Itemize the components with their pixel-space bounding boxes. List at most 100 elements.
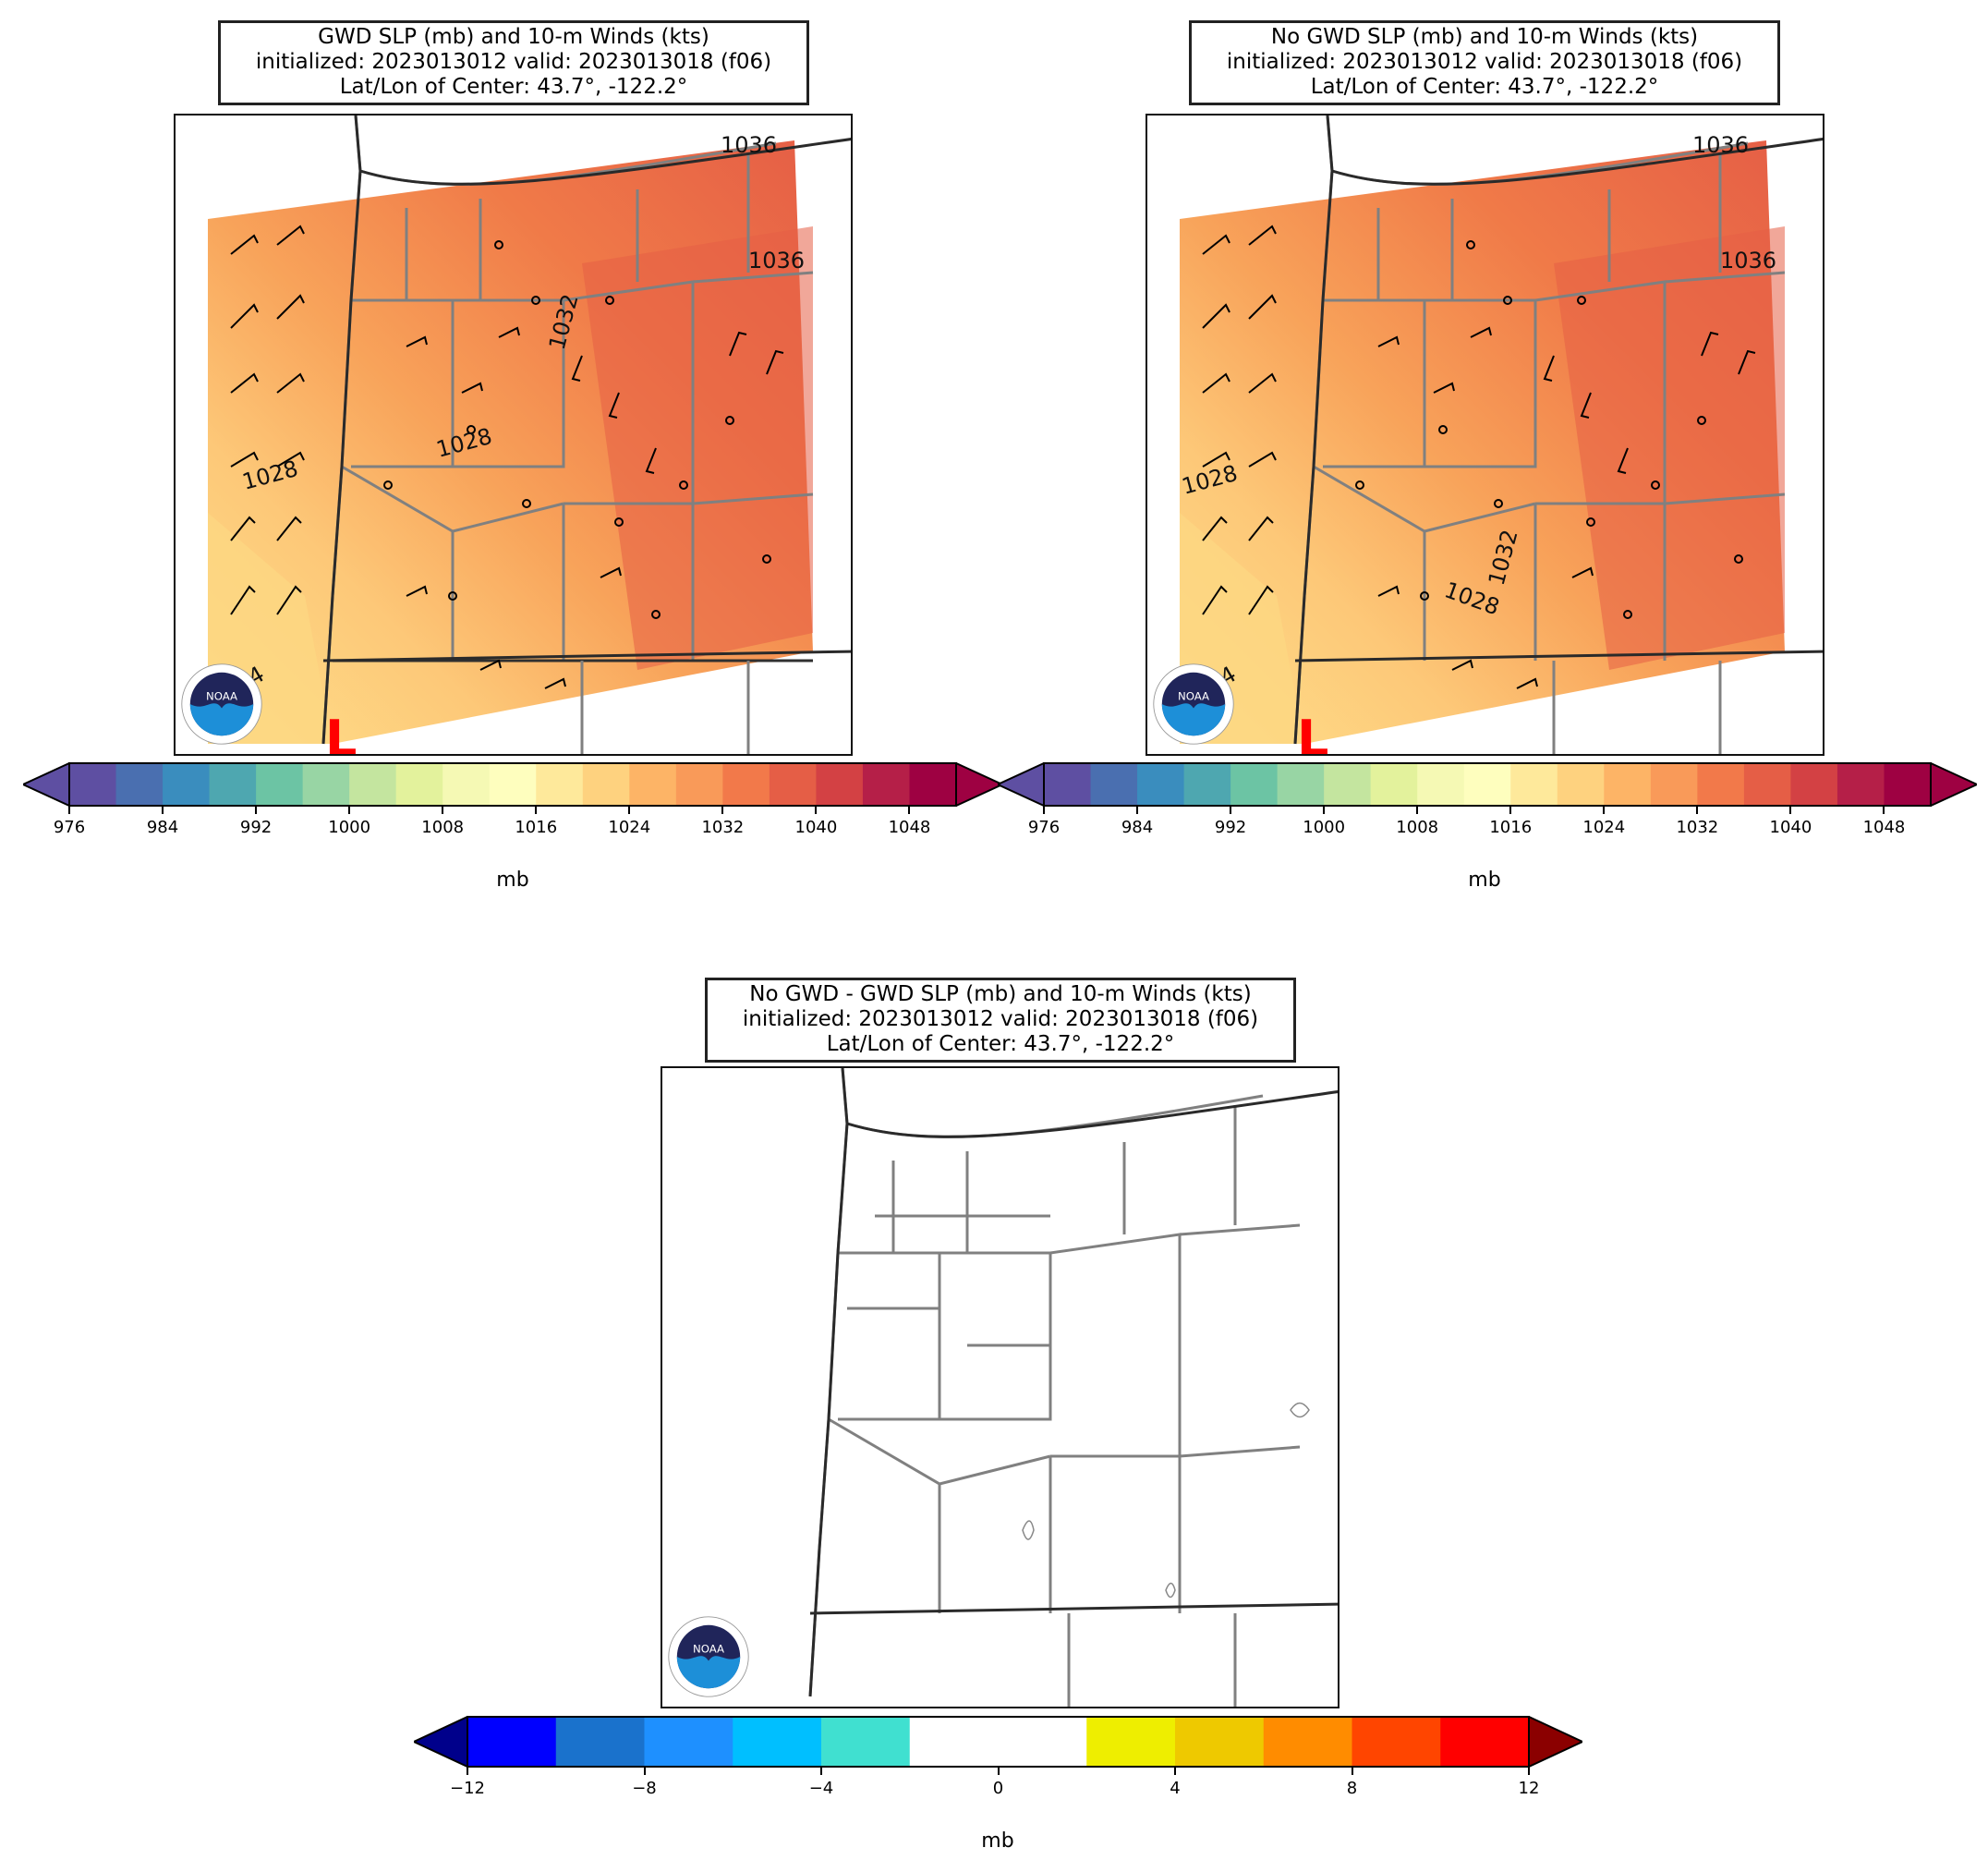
- colorbar-extend-low: [20, 761, 70, 808]
- colorbar-tick: [442, 807, 444, 814]
- colorbar-tick: [628, 807, 631, 814]
- gwd-map-svg: 1036 1036 1032 1028 1028 1024: [207, 115, 851, 754]
- colorbar-extend-high: [1528, 1715, 1585, 1769]
- colorbar-segment: [998, 1717, 1087, 1767]
- diff-map-svg: [808, 1068, 1338, 1707]
- diff-colorbar-unit: mb: [981, 1829, 1014, 1853]
- colorbar-tick: [1528, 1768, 1530, 1775]
- colorbar-segment: [1440, 1717, 1530, 1767]
- colorbar-tick: [1323, 807, 1326, 814]
- colorbar-segment: [1277, 763, 1325, 806]
- colorbar-tick-label: 1040: [1769, 818, 1812, 837]
- colorbar-segment: [1183, 763, 1231, 806]
- nogwd-map: 1036 1036 1028 1032 1028 1024 L NOAA: [1146, 114, 1824, 756]
- colorbar-segment: [769, 763, 817, 806]
- nogwd-noaa-logo: NOAA: [1152, 662, 1235, 746]
- colorbar-tick: [348, 807, 351, 814]
- colorbar-tick-label: 976: [53, 818, 86, 837]
- colorbar-tick: [1416, 807, 1419, 814]
- colorbar-segment: [163, 763, 211, 806]
- gwd-calm-circles: [383, 240, 771, 619]
- colorbar-tick: [1043, 807, 1045, 814]
- colorbar-tick-label: 984: [146, 818, 179, 837]
- colorbar-tick: [255, 807, 258, 814]
- colorbar-segment: [209, 763, 257, 806]
- colorbar-segment: [1743, 763, 1791, 806]
- colorbar-extend-low: [411, 1715, 468, 1769]
- gwd-title: GWD SLP (mb) and 10-m Winds (kts) initia…: [218, 20, 809, 105]
- colorbar-segment: [722, 763, 770, 806]
- colorbar-tick: [1509, 807, 1512, 814]
- colorbar-segment: [1463, 763, 1511, 806]
- colorbar-segment: [1175, 1717, 1265, 1767]
- colorbar-tick-label: 1024: [608, 818, 651, 837]
- colorbar-tick-label: 1016: [1489, 818, 1533, 837]
- colorbar-segment: [1230, 763, 1279, 806]
- colorbar-tick-label: 1008: [421, 818, 465, 837]
- colorbar-segment: [816, 763, 864, 806]
- colorbar-segment: [395, 763, 443, 806]
- colorbar-tick-label: 992: [239, 818, 273, 837]
- gwd-wind-barbs: [230, 225, 784, 689]
- colorbar-segment: [1044, 763, 1092, 806]
- colorbar-tick: [162, 807, 164, 814]
- colorbar-tick: [1174, 1768, 1176, 1775]
- colorbar-tick: [1883, 807, 1885, 814]
- svg-text:NOAA: NOAA: [693, 1643, 724, 1656]
- colorbar-segment: [536, 763, 584, 806]
- gwd-contour-label: 1036: [748, 248, 805, 274]
- colorbar-tick: [1696, 807, 1699, 814]
- gwd-noaa-logo: NOAA: [180, 662, 263, 746]
- colorbar-tick-label: 8: [1346, 1779, 1358, 1798]
- colorbar-tick: [1603, 807, 1606, 814]
- nogwd-wind-barbs: [1202, 225, 1756, 689]
- colorbar-segment: [555, 1717, 645, 1767]
- colorbar-tick: [68, 807, 70, 814]
- diff-title-line2: initialized: 2023013012 valid: 202301301…: [742, 1007, 1259, 1031]
- colorbar-extend-high: [1930, 761, 1980, 808]
- colorbar-tick-label: 4: [1170, 1779, 1181, 1798]
- colorbar-segment: [1137, 763, 1185, 806]
- colorbar-segment: [467, 1717, 557, 1767]
- colorbar-extend-low: [995, 761, 1045, 808]
- colorbar-tick: [1230, 807, 1232, 814]
- nogwd-title-line1: No GWD SLP (mb) and 10-m Winds (kts): [1270, 25, 1699, 49]
- gwd-map: 1036 1036 1032 1028 1028 1024 L NOAA: [174, 114, 853, 756]
- colorbar-tick-label: 1000: [328, 818, 371, 837]
- colorbar-tick: [1351, 1768, 1353, 1775]
- colorbar-tick-label: 1016: [515, 818, 558, 837]
- nogwd-contour-label: 1036: [1692, 132, 1749, 158]
- colorbar-tick-label: 1024: [1582, 818, 1626, 837]
- colorbar-tick-label: −12: [450, 1779, 485, 1798]
- nogwd-title-line2: initialized: 2023013012 valid: 202301301…: [1226, 50, 1743, 74]
- svg-text:NOAA: NOAA: [1178, 690, 1209, 703]
- colorbar-segment: [1650, 763, 1698, 806]
- colorbar-segment: [644, 1717, 733, 1767]
- gwd-title-line2: initialized: 2023013012 valid: 202301301…: [255, 50, 772, 74]
- colorbar-segment: [582, 763, 630, 806]
- diff-title: No GWD - GWD SLP (mb) and 10-m Winds (kt…: [705, 978, 1296, 1063]
- colorbar-segment: [1417, 763, 1465, 806]
- colorbar-tick: [721, 807, 724, 814]
- svg-text:NOAA: NOAA: [206, 690, 237, 703]
- colorbar-segment: [821, 1717, 911, 1767]
- colorbar-segment: [489, 763, 537, 806]
- colorbar-segment: [302, 763, 350, 806]
- colorbar-tick: [467, 1768, 468, 1775]
- colorbar-tick: [1789, 807, 1792, 814]
- gwd-colorbar-unit: mb: [496, 869, 529, 892]
- colorbar-segment: [675, 763, 723, 806]
- colorbar-segment: [629, 763, 677, 806]
- colorbar-segment: [1790, 763, 1838, 806]
- gwd-title-line3: Lat/Lon of Center: 43.7°, -122.2°: [339, 75, 688, 99]
- colorbar-tick-label: 0: [992, 1779, 1004, 1798]
- colorbar-tick-label: 1000: [1303, 818, 1346, 837]
- colorbar-tick-label: 1040: [794, 818, 838, 837]
- colorbar-segment: [1090, 763, 1138, 806]
- nogwd-title-line3: Lat/Lon of Center: 43.7°, -122.2°: [1310, 75, 1659, 99]
- diff-noaa-logo: NOAA: [667, 1615, 750, 1698]
- nogwd-contour-label: 1036: [1720, 248, 1776, 274]
- colorbar-segment: [909, 1717, 999, 1767]
- nogwd-map-svg: 1036 1036 1028 1032 1028 1024: [1179, 115, 1823, 754]
- colorbar-tick: [997, 1768, 1000, 1775]
